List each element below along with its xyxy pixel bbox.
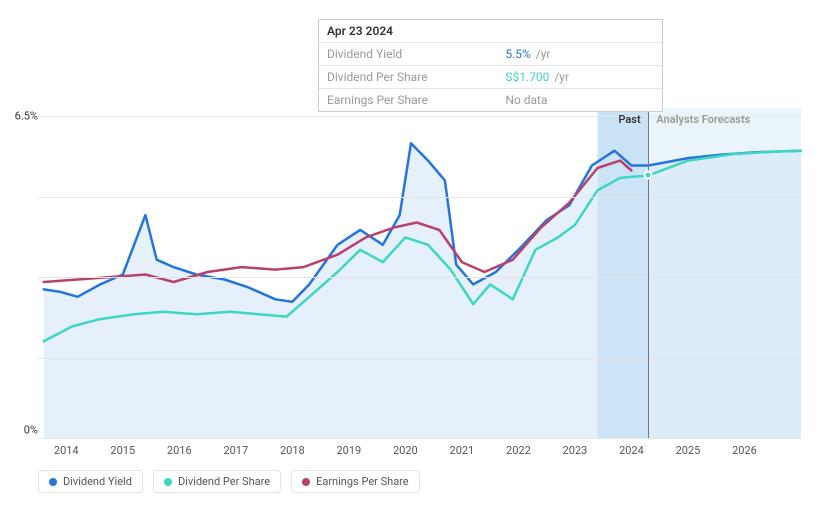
legend-label: Dividend Per Share xyxy=(178,475,270,488)
x-tick: 2025 xyxy=(676,444,701,457)
tooltip-row-value: No data xyxy=(505,93,654,107)
legend-item[interactable]: Earnings Per Share xyxy=(291,470,420,493)
x-tick: 2023 xyxy=(563,444,588,457)
x-tick: 2020 xyxy=(393,444,418,457)
legend-item[interactable]: Dividend Yield xyxy=(38,470,143,493)
gridline xyxy=(38,197,801,198)
dividend-chart: Apr 23 2024 Dividend Yield5.5% /yrDivide… xyxy=(0,0,821,508)
x-axis: 2014 2015 2016 2017 2018 2019 2020 2021 2022 2023… xyxy=(38,438,801,462)
x-tick: 2026 xyxy=(732,444,757,457)
tooltip-row-label: Dividend Yield xyxy=(327,47,505,61)
x-tick: 2018 xyxy=(280,444,305,457)
hover-vline xyxy=(648,108,649,438)
tooltip-row: Dividend Yield5.5% /yr xyxy=(319,43,662,66)
gridline xyxy=(38,358,801,359)
tooltip-row-value: S$1.700 /yr xyxy=(505,70,654,84)
hover-marker xyxy=(644,171,653,180)
x-tick: 2014 xyxy=(54,444,79,457)
tooltip-row: Earnings Per ShareNo data xyxy=(319,89,662,111)
plot-area[interactable]: Past Analysts Forecasts xyxy=(38,108,801,438)
tooltip-row-value: 5.5% /yr xyxy=(505,47,654,61)
y-axis-min: 0% xyxy=(24,424,38,437)
legend-label: Dividend Yield xyxy=(63,475,132,488)
legend-label: Earnings Per Share xyxy=(316,475,409,488)
x-tick: 2017 xyxy=(223,444,248,457)
past-label: Past xyxy=(618,113,640,126)
x-tick: 2024 xyxy=(619,444,644,457)
y-axis-max: 6.5% xyxy=(15,110,38,123)
legend-dot xyxy=(49,478,57,486)
tooltip-date: Apr 23 2024 xyxy=(327,24,654,38)
forecast-label: Analysts Forecasts xyxy=(656,113,750,126)
x-tick: 2021 xyxy=(450,444,475,457)
tooltip-row-label: Dividend Per Share xyxy=(327,70,505,84)
x-tick: 2015 xyxy=(110,444,135,457)
legend-dot xyxy=(164,478,172,486)
hover-tooltip: Apr 23 2024 Dividend Yield5.5% /yrDivide… xyxy=(318,19,663,112)
chart-svg xyxy=(38,108,801,438)
x-tick: 2016 xyxy=(167,444,192,457)
legend-dot xyxy=(302,478,310,486)
gridline xyxy=(38,277,801,278)
tooltip-row-label: Earnings Per Share xyxy=(327,93,505,107)
legend-item[interactable]: Dividend Per Share xyxy=(153,470,281,493)
x-tick: 2022 xyxy=(506,444,531,457)
tooltip-row: Dividend Per ShareS$1.700 /yr xyxy=(319,66,662,89)
legend: Dividend Yield Dividend Per Share Earnings… xyxy=(38,470,420,493)
x-tick: 2019 xyxy=(336,444,361,457)
